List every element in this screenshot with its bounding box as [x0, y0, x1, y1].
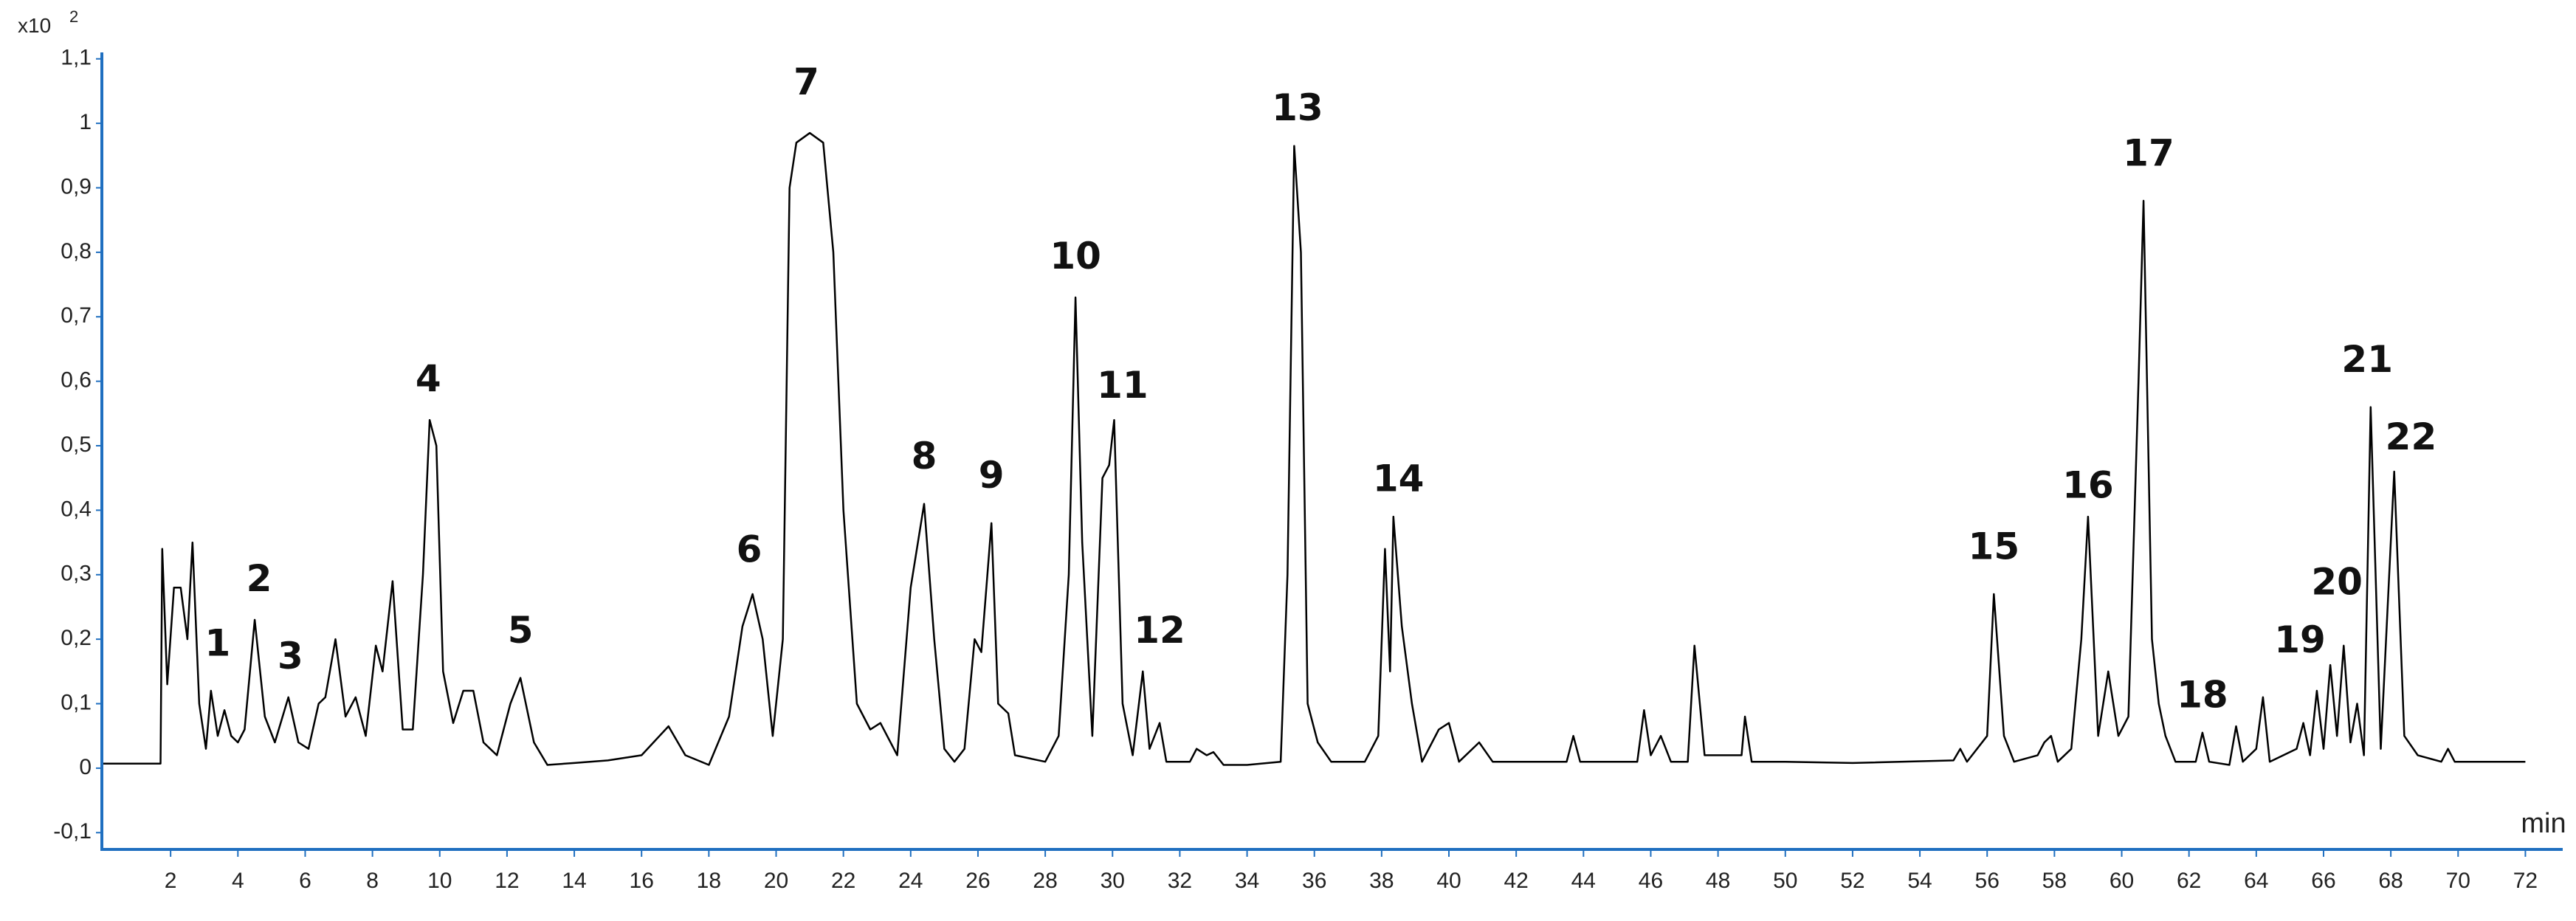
- peak-label: 19: [2274, 618, 2326, 661]
- x-tick-label: 44: [1571, 869, 1596, 893]
- x-tick-label: 72: [2513, 869, 2538, 893]
- peak-label: 17: [2123, 131, 2174, 174]
- peak-label: 16: [2062, 463, 2114, 506]
- x-tick-label: 34: [1235, 869, 1259, 893]
- x-tick-label: 56: [1975, 869, 2000, 893]
- x-tick-label: 32: [1168, 869, 1192, 893]
- x-tick-label: 2: [165, 869, 177, 893]
- x-tick-label: 6: [299, 869, 311, 893]
- x-tick-label: 18: [697, 869, 721, 893]
- x-axis-label: min: [2521, 808, 2566, 839]
- peak-label: 4: [416, 357, 441, 400]
- y-tick-label: 0,8: [61, 239, 92, 263]
- x-tick-label: 54: [1907, 869, 1932, 893]
- peak-label: 20: [2311, 560, 2363, 603]
- y-tick-label: 0,4: [61, 497, 92, 521]
- x-tick-label: 20: [764, 869, 788, 893]
- x-tick-label: 42: [1504, 869, 1528, 893]
- x-tick-label: 38: [1369, 869, 1394, 893]
- peak-label: 7: [793, 61, 819, 103]
- x-tick-label: 22: [831, 869, 855, 893]
- x-tick-label: 28: [1033, 869, 1057, 893]
- y-tick-label: 0,7: [61, 303, 92, 328]
- peak-label: 8: [912, 435, 937, 477]
- peak-label: 18: [2177, 673, 2228, 716]
- x-tick-label: 14: [562, 869, 586, 893]
- y-tick-label: 1,1: [61, 46, 92, 70]
- y-multiplier-exponent: 2: [69, 7, 78, 26]
- x-tick-label: 46: [1639, 869, 1663, 893]
- y-tick-label: 0,2: [61, 626, 92, 650]
- x-tick-label: 62: [2177, 869, 2201, 893]
- peak-label: 21: [2341, 338, 2393, 381]
- peak-label: 12: [1134, 609, 1185, 652]
- x-tick-label: 66: [2311, 869, 2335, 893]
- y-tick-label: 1: [79, 110, 92, 134]
- y-tick-label: 0,1: [61, 690, 92, 714]
- peak-label: 14: [1373, 458, 1425, 500]
- peak-label: 11: [1097, 364, 1148, 407]
- peak-label: 10: [1050, 235, 1101, 277]
- y-tick-label: 0,5: [61, 432, 92, 457]
- x-tick-label: 50: [1773, 869, 1797, 893]
- y-multiplier: x10: [18, 14, 51, 37]
- y-tick-label: 0,9: [61, 174, 92, 199]
- peak-label: 13: [1272, 86, 1323, 129]
- x-tick-label: 10: [427, 869, 452, 893]
- x-tick-label: 40: [1436, 869, 1461, 893]
- x-tick-label: 24: [898, 869, 923, 893]
- x-tick-label: 26: [965, 869, 990, 893]
- peak-label: 15: [1969, 525, 2020, 568]
- peak-label: 1: [205, 621, 231, 664]
- y-tick-label: 0,6: [61, 368, 92, 393]
- x-tick-label: 36: [1302, 869, 1326, 893]
- peak-label: 3: [278, 635, 303, 677]
- x-tick-label: 48: [1706, 869, 1730, 893]
- peak-label: 2: [247, 557, 272, 600]
- y-tick-label: 0: [79, 755, 92, 779]
- peak-label: 22: [2386, 415, 2437, 458]
- x-tick-label: 52: [1840, 869, 1864, 893]
- x-tick-label: 12: [495, 869, 519, 893]
- x-tick-label: 68: [2378, 869, 2403, 893]
- x-tick-label: 16: [630, 869, 654, 893]
- x-tick-label: 30: [1101, 869, 1125, 893]
- trace-line: [103, 131, 2526, 766]
- x-tick-label: 8: [366, 869, 379, 893]
- y-tick-label: -0,1: [53, 819, 92, 844]
- x-tick-label: 60: [2110, 869, 2134, 893]
- x-tick-label: 70: [2446, 869, 2470, 893]
- x-tick-label: 64: [2244, 869, 2268, 893]
- peak-label: 9: [979, 454, 1005, 497]
- peak-label: 6: [737, 528, 762, 571]
- y-tick-label: 0,3: [61, 562, 92, 586]
- peak-label: 5: [508, 609, 534, 652]
- x-tick-label: 58: [2042, 869, 2067, 893]
- x-tick-label: 4: [232, 869, 244, 893]
